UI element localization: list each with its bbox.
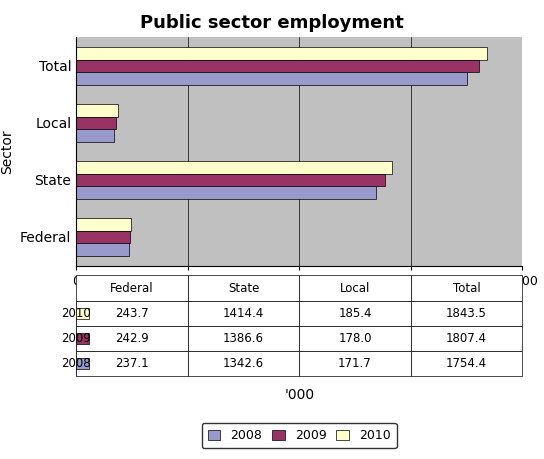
- Bar: [76, 174, 386, 186]
- Y-axis label: Sector: Sector: [1, 129, 14, 174]
- Legend: 2008, 2009, 2010: 2008, 2009, 2010: [201, 423, 397, 448]
- Bar: [76, 231, 131, 243]
- Text: Public sector employment: Public sector employment: [140, 14, 404, 32]
- Text: 2010: 2010: [61, 307, 91, 320]
- Bar: [76, 243, 129, 256]
- Bar: [76, 129, 114, 142]
- Bar: [76, 218, 131, 231]
- Bar: [76, 72, 467, 85]
- Bar: [76, 104, 118, 117]
- Bar: [76, 117, 116, 129]
- Bar: [76, 161, 392, 174]
- Text: 2009: 2009: [61, 332, 91, 345]
- Text: '000: '000: [284, 388, 314, 402]
- Bar: [76, 186, 375, 199]
- Text: 2008: 2008: [61, 357, 91, 370]
- Bar: [76, 47, 487, 60]
- Bar: [76, 60, 479, 72]
